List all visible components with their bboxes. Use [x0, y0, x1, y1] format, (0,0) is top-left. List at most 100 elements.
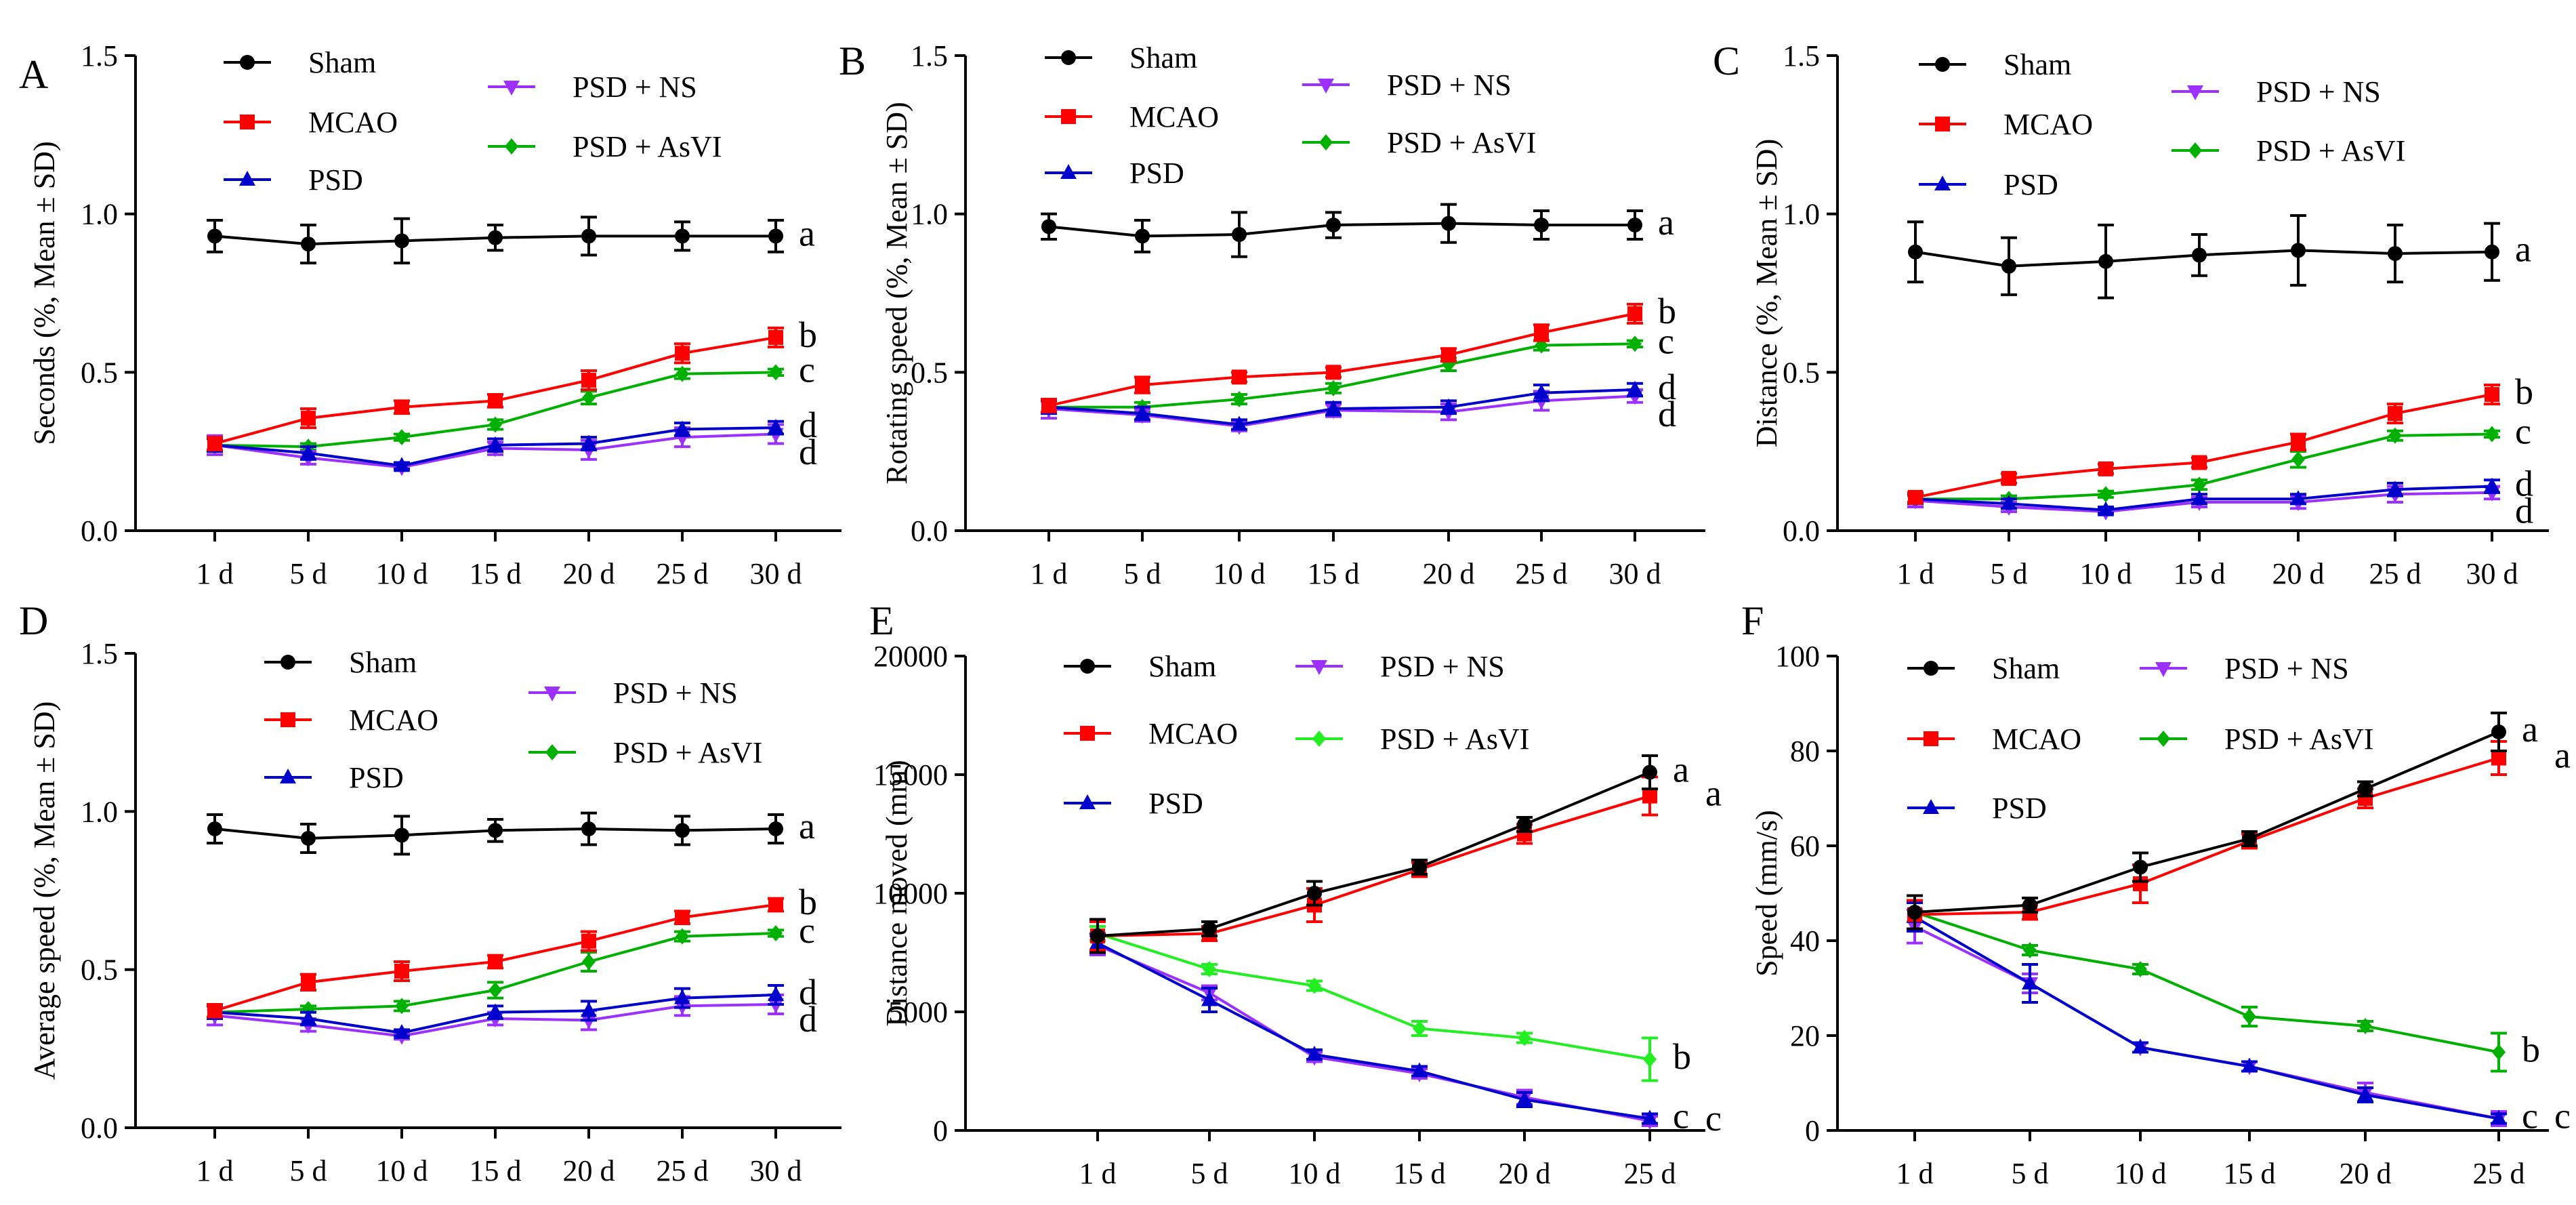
legend-label: PSD	[1129, 157, 1184, 190]
data-point	[1232, 227, 1247, 243]
significance-letter: c	[2522, 1096, 2538, 1137]
legend-item: PSD	[1045, 157, 1184, 190]
legend-marker	[2155, 662, 2172, 677]
legend-marker	[1080, 726, 1095, 741]
legend-item: PSD	[224, 163, 363, 197]
data-point	[2023, 942, 2037, 958]
legend-marker	[1079, 794, 1096, 809]
significance-letter: b	[799, 314, 817, 355]
legend-label: PSD	[1148, 787, 1203, 820]
x-tick-label: 1 d	[1897, 557, 1934, 590]
data-point	[2241, 1057, 2258, 1073]
y-tick-label: 0	[933, 1114, 948, 1147]
legend-marker	[1319, 134, 1333, 150]
x-tick-label: 20 d	[563, 557, 615, 590]
panel-label: D	[19, 598, 48, 643]
data-point	[581, 373, 596, 388]
legend-marker	[1080, 659, 1095, 674]
data-point	[394, 233, 409, 249]
legend-item: PSD + NS	[2140, 652, 2349, 685]
data-point	[1627, 381, 1643, 396]
legend-item: PSD	[1907, 792, 2047, 825]
series-line	[214, 932, 776, 1014]
series-psd-asvi	[1041, 335, 1643, 415]
y-axis-label: Distance moved (mm)	[880, 760, 913, 1026]
data-point	[2099, 486, 2113, 503]
x-tick-label: 15 d	[470, 1154, 522, 1187]
data-point	[1325, 400, 1342, 415]
x-tick-label: 30 d	[1609, 557, 1661, 590]
legend-label: MCAO	[1148, 717, 1238, 750]
legend-label: PSD	[2003, 168, 2058, 201]
y-axis-label: Average speed (%, Mean ± SD)	[28, 701, 61, 1080]
data-point	[2098, 461, 2113, 476]
y-tick-label: 0.5	[1783, 356, 1820, 389]
series-sham	[1907, 214, 2500, 300]
y-axis-label: Rotating speed (%, Mean ± SD)	[880, 102, 913, 484]
y-tick-label: 20	[1790, 1019, 1820, 1053]
data-point	[769, 925, 783, 941]
legend-marker	[503, 81, 520, 96]
legend-item: MCAO	[1907, 722, 2081, 756]
data-point	[2242, 831, 2257, 846]
series-psd-ns	[1089, 935, 1658, 1130]
y-tick-label: 60	[1790, 830, 1820, 863]
y-tick-label: 1.0	[81, 795, 118, 828]
data-point	[487, 1003, 503, 1019]
data-point	[1413, 1020, 1426, 1037]
y-tick-label: 1.0	[81, 198, 118, 231]
series-line	[1914, 925, 2499, 1120]
legend-item: Sham	[264, 646, 417, 679]
data-point	[1308, 977, 1321, 994]
significance-letter: d	[2515, 491, 2533, 531]
legend-label: MCAO	[349, 703, 438, 737]
x-tick-label: 10 d	[2115, 1157, 2167, 1190]
series-psd	[1907, 901, 2507, 1125]
data-point	[207, 436, 222, 451]
legend-label: PSD + NS	[1380, 650, 1505, 683]
legend-marker	[280, 769, 296, 783]
data-point	[1412, 859, 1427, 875]
data-point	[2291, 434, 2306, 450]
data-point	[207, 821, 222, 836]
x-tick-label: 1 d	[1896, 1157, 1934, 1190]
data-point	[301, 237, 316, 252]
data-point	[675, 823, 690, 838]
series-psd	[1089, 932, 1658, 1125]
data-point	[2192, 247, 2207, 263]
data-point	[1201, 991, 1218, 1006]
x-tick-label: 10 d	[1289, 1157, 1341, 1190]
x-tick-label: 20 d	[2340, 1157, 2392, 1190]
data-point	[1533, 384, 1550, 399]
data-point	[1203, 961, 1216, 977]
y-tick-label: 0.5	[81, 954, 118, 987]
data-point	[1232, 391, 1246, 408]
legend-marker	[1924, 661, 1938, 676]
x-tick-label: 30 d	[750, 1154, 802, 1187]
data-point	[675, 346, 690, 361]
series-sham	[207, 811, 784, 856]
significance-letter: a	[2522, 709, 2538, 750]
y-tick-label: 10000	[873, 877, 948, 910]
x-tick-label: 25 d	[1516, 557, 1568, 590]
legend-item: Sham	[1907, 652, 2060, 685]
data-point	[2191, 490, 2207, 506]
y-tick-label: 1.0	[911, 198, 948, 231]
significance-letter: d	[1658, 394, 1676, 434]
x-tick-label: 20 d	[563, 1154, 615, 1187]
data-point	[674, 420, 690, 436]
legend-marker	[1061, 109, 1076, 124]
data-point	[1326, 218, 1341, 233]
legend-marker	[281, 712, 295, 727]
data-point	[2357, 1086, 2373, 1101]
data-point	[1135, 377, 1150, 393]
significance-letter: a	[2515, 229, 2531, 270]
y-tick-label: 100	[1775, 640, 1820, 673]
legend-marker	[239, 171, 255, 186]
legend-label: MCAO	[1992, 722, 2081, 756]
data-point	[1307, 886, 1322, 901]
data-point	[1327, 380, 1340, 396]
legend-label: PSD + NS	[1387, 68, 1512, 102]
data-point	[1326, 365, 1341, 380]
